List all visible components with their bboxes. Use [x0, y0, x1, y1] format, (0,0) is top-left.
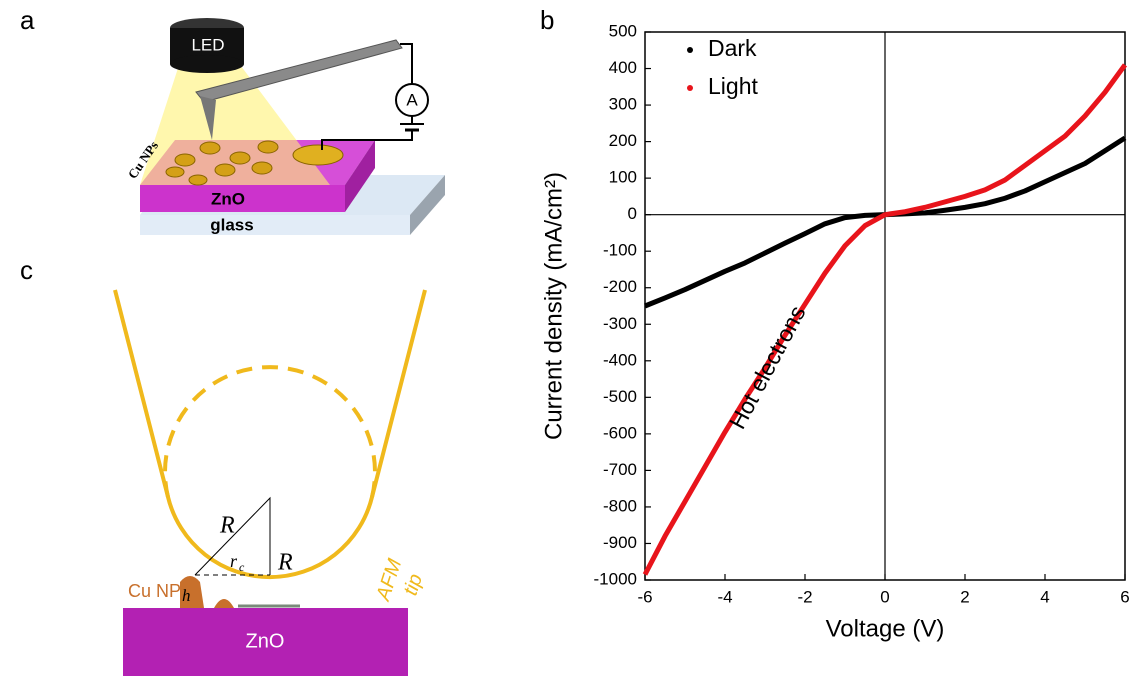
radius-label: R: [277, 550, 293, 576]
tip-label: AFM: [372, 556, 406, 604]
x-tick-label: 6: [1120, 587, 1129, 606]
x-axis-label: Voltage (V): [826, 615, 945, 642]
x-tick-label: 0: [880, 587, 889, 606]
y-tick-label: -700: [603, 460, 637, 479]
panel-a: a LED A Cu NPs ZnO glass: [20, 5, 445, 235]
contact-radius: r: [230, 551, 238, 571]
height-label: h: [182, 586, 191, 605]
light-cone: [140, 62, 330, 185]
panel-label: b: [540, 5, 554, 35]
wire: [400, 43, 413, 84]
y-tick-label: 100: [609, 168, 637, 187]
legend-label: Dark: [708, 35, 757, 61]
y-tick-label: 500: [609, 21, 637, 40]
y-tick-label: -200: [603, 277, 637, 296]
annotation: Hot electrons: [724, 301, 811, 433]
tip-label: tip: [400, 571, 427, 598]
nanoparticles: [165, 140, 279, 186]
panel-label: c: [20, 255, 33, 285]
x-tick-label: -2: [797, 587, 812, 606]
y-tick-label: -600: [603, 423, 637, 442]
tip-hidden: [163, 365, 377, 498]
zno-front: [140, 185, 345, 212]
zno-label: ZnO: [211, 189, 245, 208]
chart: -1000-900-800-700-600-500-400-300-200-10…: [540, 21, 1129, 642]
x-tick-label: 2: [960, 587, 969, 606]
radius-label: R: [219, 513, 235, 539]
ammeter-label: A: [406, 90, 418, 109]
panel-label: a: [20, 5, 35, 35]
particle-label: Cu NP: [128, 581, 181, 601]
y-tick-label: -100: [603, 241, 637, 260]
contact-pad: [292, 144, 344, 166]
zno-label: ZnO: [246, 630, 285, 652]
series-line: [642, 63, 1128, 576]
y-tick-label: 200: [609, 131, 637, 150]
x-tick-label: -4: [717, 587, 732, 606]
y-tick-label: 300: [609, 95, 637, 114]
cu-particle: [180, 576, 204, 608]
wire: [321, 130, 413, 150]
y-tick-label: -500: [603, 387, 637, 406]
glass-label: glass: [210, 215, 253, 234]
legend-marker: [687, 85, 693, 91]
led-bottom: [170, 55, 244, 73]
geometry-lines: [194, 496, 271, 576]
y-tick-label: -800: [603, 496, 637, 515]
y-tick-label: -1000: [594, 569, 637, 588]
zno-side: [345, 140, 375, 212]
glass-side: [410, 175, 445, 235]
x-tick-label: -6: [637, 587, 652, 606]
x-tick-label: 4: [1040, 587, 1049, 606]
cu-particle: [214, 599, 234, 608]
y-tick-label: -300: [603, 314, 637, 333]
legend-label: Light: [708, 73, 758, 99]
led-label: LED: [191, 35, 224, 54]
legend-marker: [687, 47, 693, 53]
y-tick-label: -900: [603, 533, 637, 552]
contact-radius-sub: c: [239, 560, 245, 574]
y-tick-label: 0: [628, 204, 637, 223]
zno-substrate: [123, 608, 408, 676]
afm-tip: [113, 289, 427, 579]
y-tick-label: -400: [603, 350, 637, 369]
y-tick-label: 400: [609, 58, 637, 77]
glass-front: [140, 215, 410, 235]
tip: [200, 96, 216, 140]
panel-c: c ZnO R R r c h Cu NP AFM tip: [20, 255, 427, 676]
y-axis-label: Current density (mA/cm²): [540, 172, 567, 440]
